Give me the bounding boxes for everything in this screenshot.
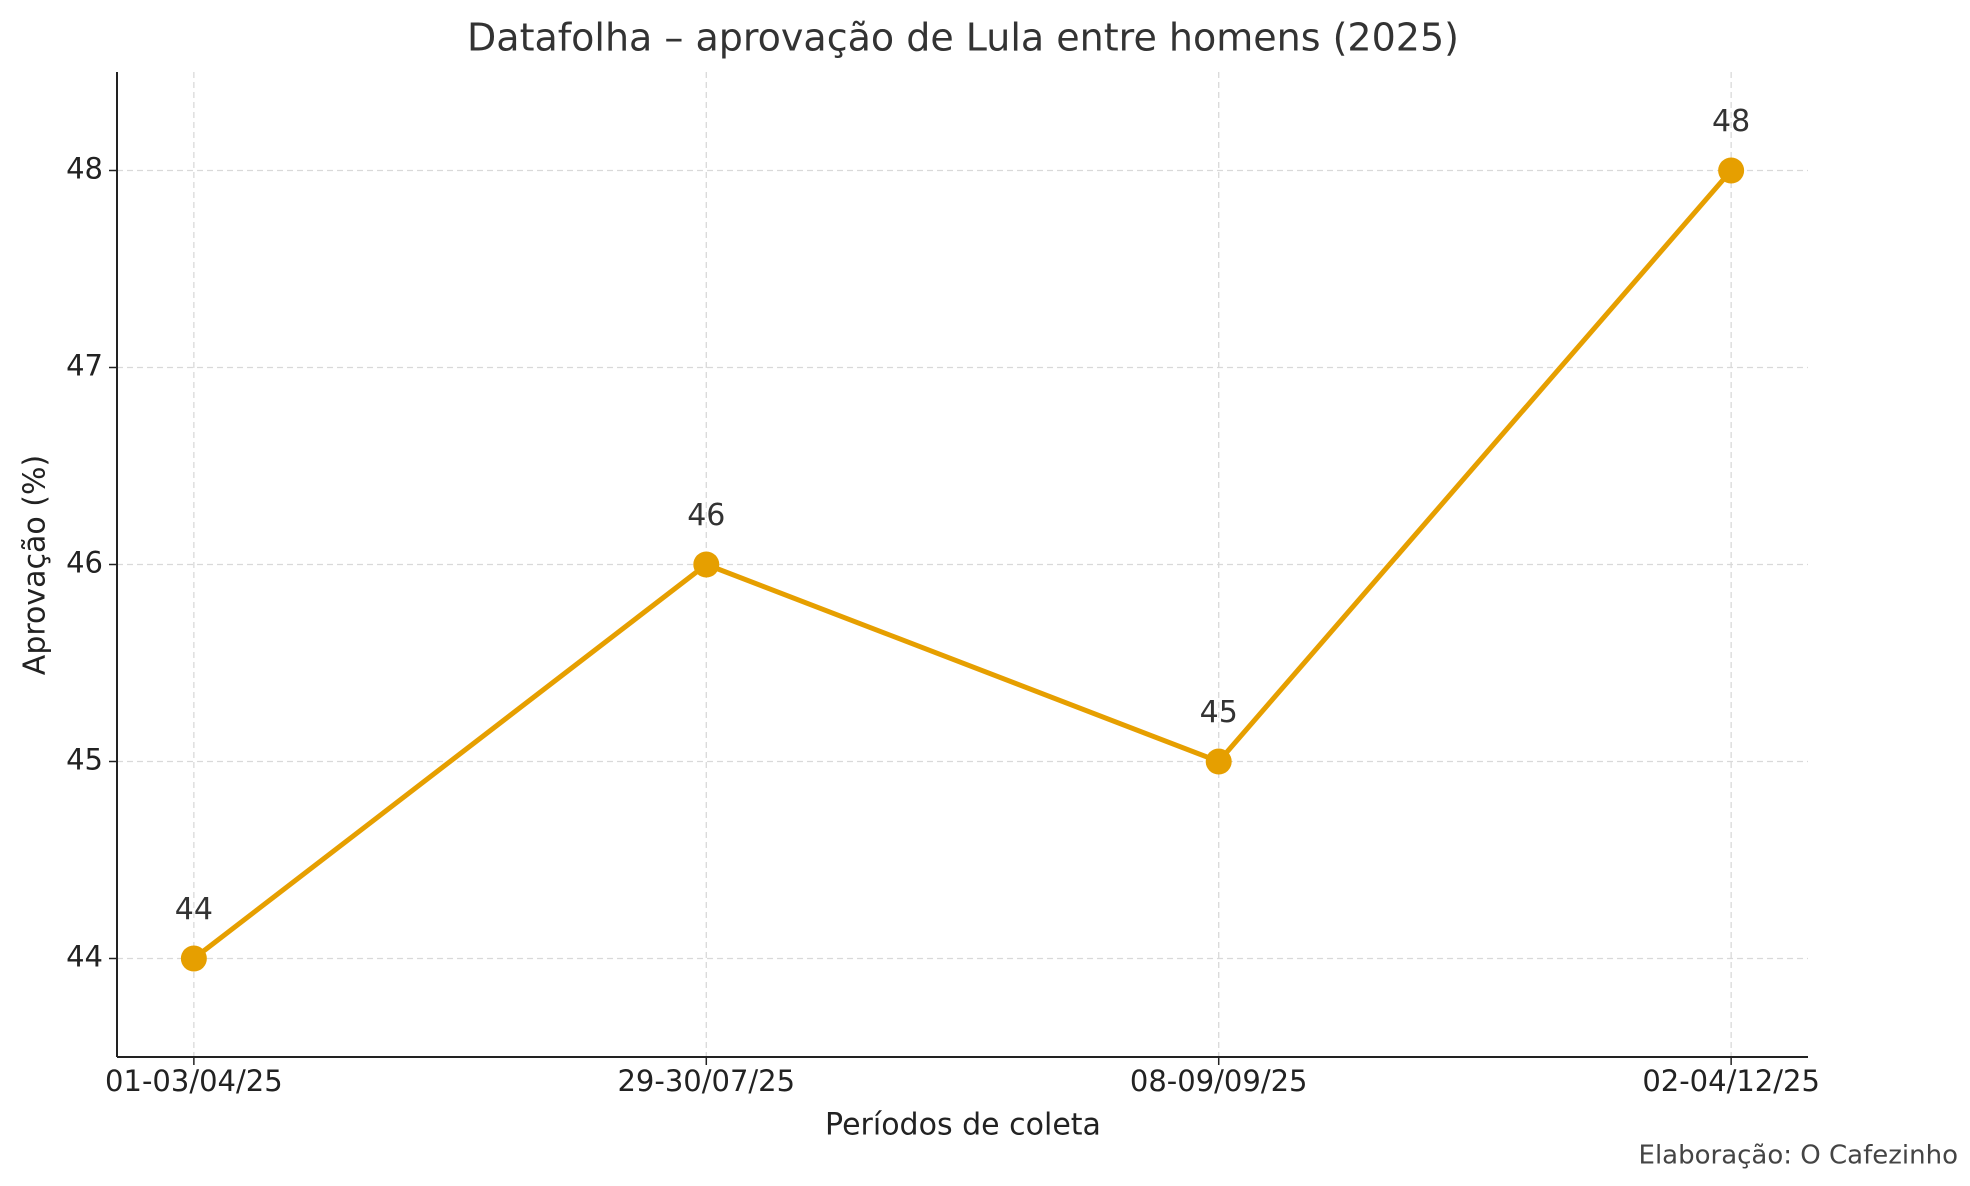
y-tick-label: 45 xyxy=(66,743,103,777)
data-label: 45 xyxy=(1200,695,1238,730)
x-tick-label: 29-30/07/25 xyxy=(617,1064,795,1098)
x-tick-label: 01-03/04/25 xyxy=(105,1064,283,1098)
data-label: 44 xyxy=(175,892,213,927)
x-axis-label: Períodos de coleta xyxy=(825,1108,1101,1143)
chart-title: Datafolha – aprovação de Lula entre home… xyxy=(467,16,1459,60)
data-point xyxy=(1205,748,1232,775)
x-tick-label: 02-04/12/25 xyxy=(1642,1064,1820,1098)
y-tick-label: 47 xyxy=(66,349,103,383)
x-tick-label: 08-09/09/25 xyxy=(1130,1064,1308,1098)
y-axis-label: Aprovação (%) xyxy=(18,455,53,675)
source-note: Elaboração: O Cafezinho xyxy=(1639,1141,1958,1171)
y-tick-label: 44 xyxy=(66,940,103,974)
y-tick-label: 48 xyxy=(66,152,103,186)
data-label: 48 xyxy=(1712,104,1750,139)
data-point xyxy=(1718,157,1745,184)
data-point xyxy=(693,551,720,578)
data-line xyxy=(192,168,1734,961)
data-label: 46 xyxy=(687,498,725,533)
data-point xyxy=(180,945,207,972)
y-tick-label: 46 xyxy=(66,546,103,580)
